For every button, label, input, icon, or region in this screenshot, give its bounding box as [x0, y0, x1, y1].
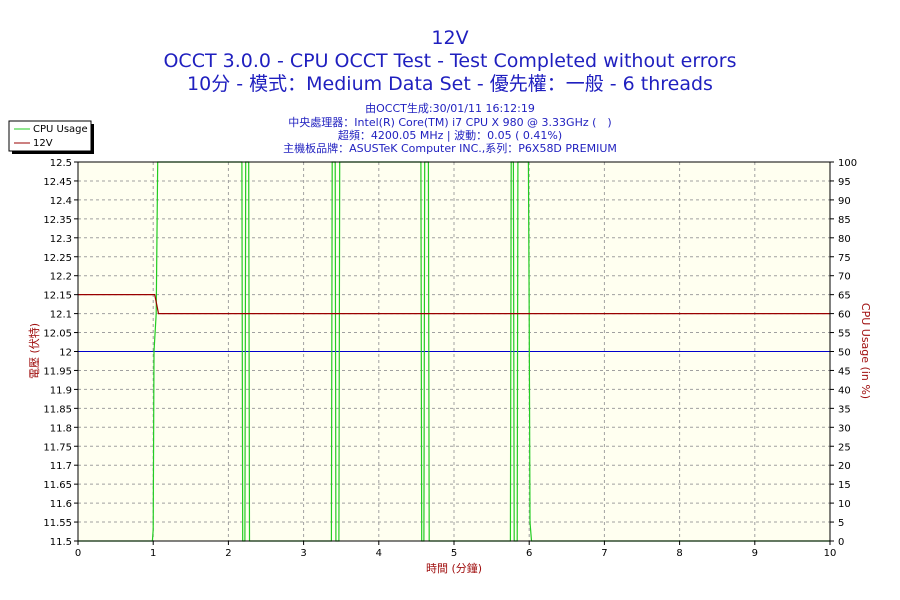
y-left-tick-label: 12.2 — [50, 272, 72, 283]
chart-subtitle: OCCT 3.0.0 - CPU OCCT Test - Test Comple… — [163, 50, 737, 72]
y-right-tick-label: 75 — [838, 253, 851, 264]
x-tick-label: 7 — [601, 548, 607, 559]
x-tick-label: 10 — [824, 548, 837, 559]
y-axis-right-label: CPU Usage (in %) — [859, 303, 872, 399]
y-axis-right-ticks: 0 5 10 15 20 25 30 35 40 45 50 55 60 65 70 75 80 85 90 95 10… — [830, 158, 857, 548]
y-right-tick-label: 10 — [838, 499, 851, 510]
y-left-tick-label: 11.55 — [43, 518, 72, 529]
x-tick-label: 0 — [75, 548, 81, 559]
y-right-tick-label: 15 — [838, 480, 851, 491]
y-right-tick-label: 90 — [838, 196, 851, 207]
y-right-tick-label: 55 — [838, 329, 851, 340]
x-tick-label: 3 — [300, 548, 306, 559]
y-left-tick-label: 12.1 — [50, 310, 72, 321]
x-tick-label: 5 — [451, 548, 457, 559]
info-generated: 由OCCT生成:30/01/11 16:12:19 — [365, 102, 535, 115]
y-right-tick-label: 0 — [838, 537, 844, 548]
y-right-tick-label: 5 — [838, 518, 844, 529]
y-left-tick-label: 11.95 — [43, 366, 72, 377]
y-right-tick-label: 30 — [838, 423, 851, 434]
x-axis-ticks: 0 1 2 3 4 5 6 7 8 9 10 — [75, 541, 837, 559]
info-motherboard: 主機板品牌：ASUSTeK Computer INC.,系列：P6X58D PR… — [283, 142, 617, 155]
y-right-tick-label: 40 — [838, 385, 851, 396]
y-left-tick-label: 12.45 — [43, 177, 72, 188]
info-frequency: 超頻：4200.05 MHz | 波動：0.05 ( 0.41%) — [337, 129, 563, 142]
legend-box — [8, 120, 92, 152]
y-left-tick-label: 12.3 — [50, 234, 72, 245]
series-line-12v — [78, 294, 830, 315]
y-left-tick-label: 11.65 — [43, 480, 72, 491]
y-axis-left-label: 電壓 (伏特) — [27, 323, 41, 379]
x-tick-label: 8 — [676, 548, 682, 559]
y-right-tick-label: 50 — [838, 348, 851, 359]
y-right-tick-label: 100 — [838, 158, 857, 169]
y-left-tick-label: 12.35 — [43, 215, 72, 226]
x-tick-label: 4 — [376, 548, 382, 559]
y-axis-left-ticks: 11.5 11.55 11.6 11.65 11.7 11.75 11.8 11.85 11.9… — [43, 158, 78, 548]
y-left-tick-label: 11.75 — [43, 442, 72, 453]
chart-subtitle-2: 10分 - 模式：Medium Data Set - 優先權：一般 - 6 th… — [187, 73, 713, 95]
info-cpu: 中央處理器：Intel(R) Core(TM) i7 CPU X 980 @ 3… — [288, 116, 612, 129]
y-left-tick-label: 11.8 — [50, 423, 72, 434]
x-tick-label: 2 — [225, 548, 231, 559]
y-right-tick-label: 45 — [838, 366, 851, 377]
y-right-tick-label: 70 — [838, 272, 851, 283]
y-right-tick-label: 80 — [838, 234, 851, 245]
y-left-tick-label: 12.25 — [43, 253, 72, 264]
y-right-tick-label: 60 — [838, 310, 851, 321]
y-left-tick-label: 12.5 — [50, 158, 72, 169]
y-left-tick-label: 11.7 — [50, 461, 72, 472]
legend: CPU Usage 12V — [8, 120, 94, 154]
x-tick-label: 1 — [150, 548, 156, 559]
y-left-tick-label: 11.85 — [43, 404, 72, 415]
y-right-tick-label: 20 — [838, 461, 851, 472]
chart-title: 12V — [431, 27, 469, 49]
y-left-tick-label: 12.4 — [50, 196, 72, 207]
legend-label-cpu-usage: CPU Usage — [33, 124, 88, 135]
y-right-tick-label: 85 — [838, 215, 851, 226]
grid-lines — [78, 162, 830, 541]
y-left-tick-label: 12.05 — [43, 329, 72, 340]
legend-label-12v: 12V — [33, 138, 53, 149]
y-right-tick-label: 35 — [838, 404, 851, 415]
y-left-tick-label: 11.5 — [50, 537, 72, 548]
y-left-tick-label: 12 — [59, 348, 72, 359]
y-left-tick-label: 11.9 — [50, 385, 72, 396]
x-tick-label: 9 — [752, 548, 758, 559]
y-left-tick-label: 12.15 — [43, 291, 72, 302]
y-right-tick-label: 95 — [838, 177, 851, 188]
x-axis-label: 時間 (分鐘) — [426, 561, 482, 575]
x-tick-label: 6 — [526, 548, 532, 559]
y-left-tick-label: 11.6 — [50, 499, 72, 510]
y-right-tick-label: 25 — [838, 442, 851, 453]
y-right-tick-label: 65 — [838, 291, 851, 302]
